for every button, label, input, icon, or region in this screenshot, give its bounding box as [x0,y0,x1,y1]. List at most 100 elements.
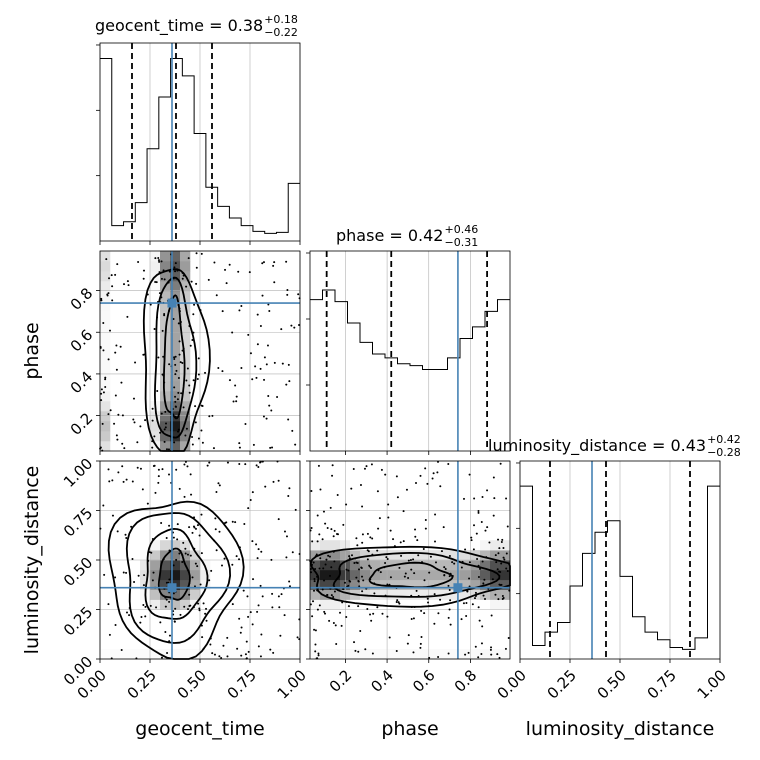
titles-layer: geocent_time = 0.38 +0.18−0.22 phase = 0.4… [95,13,741,459]
sample-point [318,604,321,607]
sample-point [440,550,443,553]
sample-point [492,514,495,517]
density-cell [190,540,201,551]
sample-point [369,613,372,616]
sample-point [477,511,480,514]
sample-point [238,558,241,561]
sample-point [235,555,238,558]
sample-point [157,468,160,471]
sample-point [255,464,258,467]
sample-point [255,543,258,546]
xtick-label: 0.00 [494,666,530,702]
sample-point [132,397,135,400]
sample-point [501,598,504,601]
sample-point [324,612,327,615]
density-cell [440,550,451,561]
contour-level [332,551,501,598]
sample-point [331,464,334,467]
sample-point [483,578,486,581]
sample-point [119,345,122,348]
density-cell [440,649,451,660]
sample-point [220,564,223,567]
sample-point [372,612,375,615]
sample-point [428,571,431,574]
sample-point [161,373,164,376]
sample-point [407,559,410,562]
density-cell [190,649,201,660]
sample-point [239,631,242,634]
sample-point [362,579,365,582]
sample-point [460,618,463,621]
density-images-layer [100,251,511,660]
sample-point [288,487,291,490]
sample-point [298,324,301,327]
sample-point [153,327,156,330]
sample-point [335,643,338,646]
sample-point [156,389,159,392]
sample-point [102,349,105,352]
sample-point [288,580,291,583]
sample-point [121,465,124,468]
sample-point [159,621,162,624]
density-cell [180,550,191,561]
density-cell [150,421,161,432]
sample-point [121,442,124,445]
sample-point [329,506,332,509]
sample-point [506,525,509,528]
sample-point [164,605,167,608]
sample-point [271,592,274,595]
sample-point [366,558,369,561]
sample-point [496,568,499,571]
sample-point [431,477,434,480]
density-cell [330,579,341,590]
sample-point [181,560,184,563]
density-cell [390,589,401,600]
density-cell [380,649,391,660]
sample-point [414,528,417,531]
sample-point [254,365,257,368]
sample-point [313,628,316,631]
sample-point [269,446,272,449]
density-cell [450,569,461,581]
sample-point [165,537,168,540]
density-cell [160,261,171,272]
sample-point [174,607,177,610]
sample-point [188,384,191,387]
sample-point [271,446,274,449]
density-cell [170,609,181,620]
sample-point [257,645,260,648]
density-cell [150,569,161,581]
sample-point [175,468,178,471]
density-cell [170,431,181,442]
density-cell [160,271,171,282]
sample-point [314,629,317,632]
sample-point [505,497,508,500]
sample-point [125,478,128,481]
density-cell [180,311,191,322]
sample-point [137,574,140,577]
density-cell [410,649,421,660]
sample-point [373,592,376,595]
sample-point [277,595,280,598]
sample-point [437,656,440,659]
panel-title-phase: phase = 0.42 +0.46−0.31 [336,223,478,249]
sample-point [244,653,247,656]
sample-point [154,280,157,283]
density-cell [330,540,341,551]
sample-point [473,497,476,500]
sample-point [130,525,133,528]
sample-point [317,654,320,657]
sample-point [144,605,147,608]
density-cell [320,589,331,600]
sample-point [366,532,369,535]
sample-point [172,536,175,539]
density-cell [410,589,421,600]
density-cell [470,579,481,590]
sample-point [199,583,202,586]
sample-point [384,473,387,476]
xaxis-label-phase: phase [381,718,438,740]
sample-point [149,604,152,607]
sample-point [358,585,361,588]
sample-point [471,603,474,606]
sample-point [162,355,165,358]
